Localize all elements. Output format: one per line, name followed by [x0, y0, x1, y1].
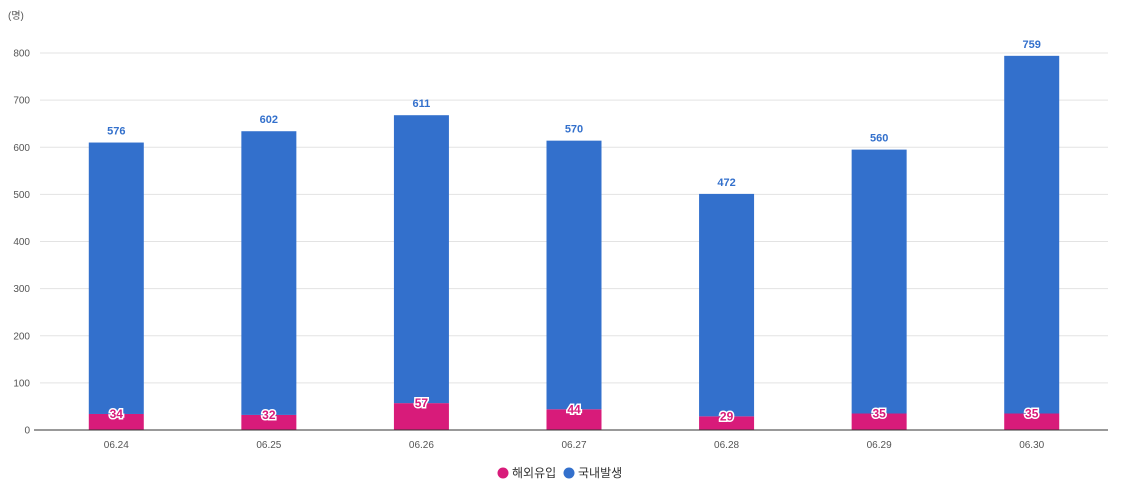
legend[interactable]: 해외유입 국내발생	[497, 466, 623, 480]
x-tick-label: 06.25	[256, 440, 281, 451]
legend-marker	[563, 467, 575, 479]
x-tick-label: 06.28	[714, 440, 739, 451]
bar-segment-domestic[interactable]	[393, 115, 449, 404]
y-tick-label: 700	[13, 96, 30, 107]
data-label-domestic: 472	[717, 177, 735, 189]
data-label-overseas: 35	[872, 407, 886, 421]
x-tick-label: 06.24	[104, 440, 129, 451]
data-label-overseas: 34	[110, 407, 124, 421]
bar-segment-overseas[interactable]	[546, 409, 602, 430]
data-label-domestic: 602	[260, 114, 278, 126]
bar-segment-domestic[interactable]	[88, 142, 144, 414]
y-tick-label: 100	[13, 378, 30, 389]
legend-item-overseas[interactable]: 해외유입	[497, 466, 557, 480]
bar-segment-domestic[interactable]	[241, 131, 297, 415]
bar-segment-domestic[interactable]	[546, 140, 602, 410]
y-tick-label: 500	[13, 190, 30, 201]
legend-label: 해외유입	[512, 466, 556, 480]
bar-segment-overseas[interactable]	[1004, 413, 1060, 430]
data-label-domestic: 570	[565, 124, 583, 136]
data-labels: 34 576 32 602 57 611 44 570 29 472 35 560 35 759	[107, 39, 1041, 425]
data-label-overseas: 57	[415, 396, 429, 410]
x-axis-ticks: 06.24 06.25 06.26 06.27 06.28 06.29 06.30	[104, 440, 1045, 451]
x-tick-label: 06.27	[561, 440, 586, 451]
y-tick-label: 600	[13, 143, 30, 154]
y-tick-label: 300	[13, 284, 30, 295]
bar-segment-overseas[interactable]	[699, 416, 755, 430]
bar-segment-domestic[interactable]	[851, 149, 907, 414]
data-label-domestic: 576	[107, 126, 125, 138]
y-tick-label: 200	[13, 331, 30, 342]
x-tick-label: 06.30	[1019, 440, 1044, 451]
data-label-domestic: 560	[870, 133, 888, 145]
legend-item-domestic[interactable]: 국내발생	[563, 466, 623, 480]
data-label-overseas: 32	[262, 408, 276, 422]
bar-segment-overseas[interactable]	[241, 414, 297, 430]
legend-label: 국내발생	[578, 466, 622, 480]
x-tick-label: 06.29	[867, 440, 892, 451]
bar-segment-domestic[interactable]	[699, 193, 755, 417]
x-tick-label: 06.26	[409, 440, 434, 451]
bars	[88, 55, 1060, 430]
y-tick-label: 0	[24, 426, 30, 437]
legend-marker	[497, 467, 509, 479]
bar-segment-overseas[interactable]	[393, 403, 449, 430]
y-tick-label: 800	[13, 49, 30, 60]
data-label-overseas: 44	[567, 402, 581, 416]
bar-segment-overseas[interactable]	[851, 413, 907, 430]
y-axis-ticks: 0 100 200 300 400 500 600 700 800	[13, 49, 30, 437]
data-label-overseas: 29	[720, 409, 734, 423]
y-tick-label: 400	[13, 237, 30, 248]
data-label-domestic: 611	[413, 98, 431, 110]
data-label-domestic: 759	[1023, 39, 1041, 51]
bar-segment-domestic[interactable]	[1004, 55, 1060, 414]
data-label-overseas: 35	[1025, 407, 1039, 421]
y-axis-unit-label: (명)	[8, 10, 24, 22]
bar-segment-overseas[interactable]	[88, 413, 144, 430]
